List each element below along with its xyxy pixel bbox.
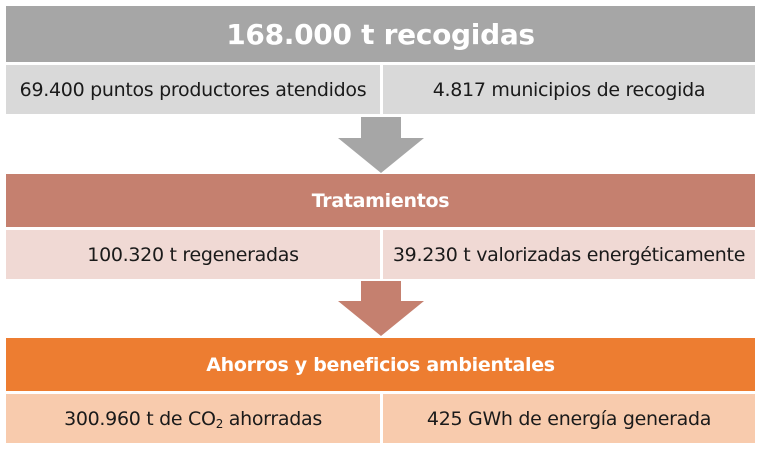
collection-row: 69.400 puntos productores atendidos 4.81… — [6, 65, 755, 114]
treatment-title: Tratamientos — [311, 189, 450, 212]
benefits-co2-text: 300.960 t de CO2 ahorradas — [64, 408, 322, 430]
treatment-regenerated-text: 100.320 t regeneradas — [87, 243, 299, 266]
co2-subscript: 2 — [215, 416, 224, 431]
collection-producers-text: 69.400 puntos productores atendidos — [19, 78, 367, 101]
co2-suffix: ahorradas — [223, 407, 322, 430]
down-arrow-icon — [338, 281, 424, 336]
benefits-energy-text: 425 GWh de energía generada — [426, 407, 712, 430]
treatment-energy: 39.230 t valorizadas energéticamente — [380, 230, 755, 279]
benefits-co2: 300.960 t de CO2 ahorradas — [6, 394, 380, 443]
benefits-header: Ahorros y beneficios ambientales — [6, 338, 755, 391]
collection-producers: 69.400 puntos productores atendidos — [6, 65, 380, 114]
treatment-row: 100.320 t regeneradas 39.230 t valorizad… — [6, 230, 755, 279]
benefits-energy: 425 GWh de energía generada — [380, 394, 755, 443]
treatment-energy-text: 39.230 t valorizadas energéticamente — [392, 243, 746, 266]
co2-prefix: 300.960 t de CO — [64, 407, 216, 430]
collection-municipalities: 4.817 municipios de recogida — [380, 65, 755, 114]
treatment-regenerated: 100.320 t regeneradas — [6, 230, 380, 279]
collection-municipalities-text: 4.817 municipios de recogida — [432, 78, 706, 101]
collection-header: 168.000 t recogidas — [6, 6, 755, 62]
treatment-header: Tratamientos — [6, 174, 755, 227]
benefits-row: 300.960 t de CO2 ahorradas 425 GWh de en… — [6, 394, 755, 443]
benefits-title: Ahorros y beneficios ambientales — [206, 353, 555, 376]
down-arrow-icon — [338, 117, 424, 173]
collection-title: 168.000 t recogidas — [226, 17, 535, 51]
